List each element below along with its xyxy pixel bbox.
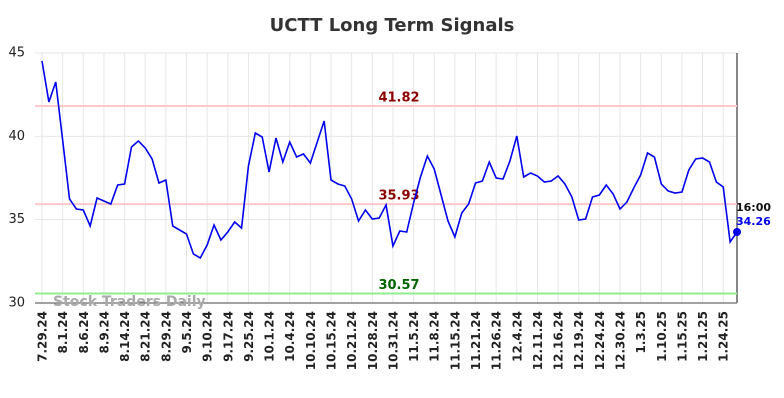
y-tick-label: 35 bbox=[8, 212, 25, 227]
x-tick-label: 9.25.24 bbox=[242, 311, 256, 362]
x-tick-label: 9.5.24 bbox=[180, 311, 194, 354]
x-tick-label: 8.1.24 bbox=[56, 311, 70, 354]
last-value-label: 34.26 bbox=[736, 215, 771, 228]
x-tick-label: 10.4.24 bbox=[283, 311, 297, 362]
x-tick-label: 1.3.25 bbox=[634, 311, 648, 354]
x-tick-label: 10.15.24 bbox=[325, 311, 339, 370]
x-tick-label: 9.17.24 bbox=[221, 311, 235, 362]
last-time-label: 16:00 bbox=[736, 201, 771, 214]
x-tick-label: 11.21.24 bbox=[469, 311, 483, 370]
x-tick-label: 10.21.24 bbox=[345, 311, 359, 370]
x-tick-label: 8.29.24 bbox=[159, 311, 173, 362]
x-tick-label: 12.30.24 bbox=[614, 311, 628, 370]
x-tick-label: 7.29.24 bbox=[36, 311, 50, 362]
level-label: 41.82 bbox=[378, 91, 419, 106]
x-tick-label: 10.28.24 bbox=[366, 311, 380, 370]
x-tick-label: 1.10.25 bbox=[655, 311, 669, 362]
x-tick-label: 8.21.24 bbox=[139, 311, 153, 362]
watermark: Stock Traders Daily bbox=[53, 294, 206, 310]
x-tick-label: 1.15.25 bbox=[675, 311, 689, 362]
y-tick-label: 40 bbox=[8, 129, 25, 144]
x-tick-label: 10.31.24 bbox=[386, 311, 400, 370]
chart-title: UCTT Long Term Signals bbox=[270, 15, 515, 36]
x-tick-label: 8.6.24 bbox=[77, 311, 91, 354]
x-tick-label: 1.21.25 bbox=[696, 311, 710, 362]
x-tick-label: 8.9.24 bbox=[97, 311, 111, 354]
x-tick-label: 8.14.24 bbox=[118, 311, 132, 362]
x-tick-label: 11.26.24 bbox=[490, 311, 504, 370]
x-tick-label: 11.15.24 bbox=[448, 311, 462, 370]
level-label: 30.57 bbox=[378, 278, 419, 293]
x-tick-label: 12.4.24 bbox=[510, 311, 524, 362]
price-line bbox=[41, 60, 738, 260]
last-point bbox=[733, 228, 741, 236]
x-tick-label: 10.1.24 bbox=[263, 311, 277, 362]
x-tick-label: 12.16.24 bbox=[552, 311, 566, 370]
x-tick-label: 10.10.24 bbox=[304, 311, 318, 370]
x-tick-label: 12.24.24 bbox=[593, 311, 607, 370]
x-tick-label: 9.10.24 bbox=[201, 311, 215, 362]
y-tick-label: 45 bbox=[8, 46, 25, 61]
level-label: 35.93 bbox=[378, 189, 419, 204]
x-tick-label: 11.8.24 bbox=[428, 311, 442, 362]
x-tick-label: 12.11.24 bbox=[531, 311, 545, 370]
y-tick-label: 30 bbox=[8, 296, 25, 311]
x-tick-label: 11.5.24 bbox=[407, 311, 421, 362]
x-tick-label: 1.24.25 bbox=[717, 311, 731, 362]
x-tick-label: 12.19.24 bbox=[572, 311, 586, 370]
